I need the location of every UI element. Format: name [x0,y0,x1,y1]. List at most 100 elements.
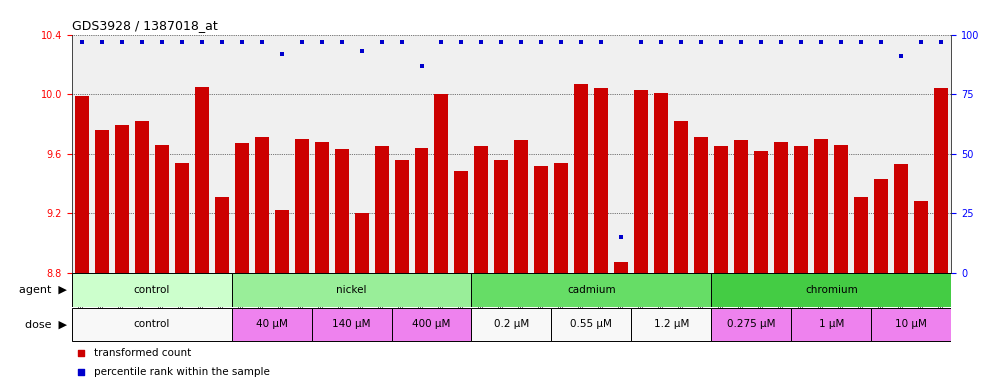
Bar [471,308,552,341]
Bar [711,273,951,306]
Bar [275,210,289,273]
Point [614,234,629,240]
Point [473,39,489,45]
Bar [535,166,549,273]
Bar [255,137,269,273]
Bar [154,145,168,273]
Point [594,39,610,45]
Text: GDS3928 / 1387018_at: GDS3928 / 1387018_at [72,19,217,32]
Text: dose  ▶: dose ▶ [25,319,67,329]
Point [913,39,929,45]
Bar [391,308,471,341]
Bar [174,162,188,273]
Text: percentile rank within the sample: percentile rank within the sample [94,367,270,377]
Text: cadmium: cadmium [567,285,616,295]
Bar [934,88,948,273]
Bar [312,308,391,341]
Point [153,39,169,45]
Point [354,48,370,54]
Point [453,39,469,45]
Point [433,39,449,45]
Point [584,281,600,287]
Bar [95,130,109,273]
Point [133,39,149,45]
Point [374,39,389,45]
Bar [815,139,829,273]
Text: 140 μM: 140 μM [333,319,371,329]
Text: 1 μM: 1 μM [819,319,844,329]
Bar [72,273,232,306]
Bar [835,145,849,273]
Bar [855,197,869,273]
Point [713,39,729,45]
Text: agent  ▶: agent ▶ [19,285,67,295]
Point [673,39,689,45]
Text: 0.275 μM: 0.275 μM [727,319,776,329]
Point [554,39,570,45]
Bar [674,121,688,273]
Point [693,39,709,45]
Point [514,39,530,45]
Text: 40 μM: 40 μM [256,319,288,329]
Bar [214,197,229,273]
Text: 0.55 μM: 0.55 μM [571,319,613,329]
Bar [774,142,788,273]
Bar [515,140,529,273]
Bar [315,142,329,273]
Bar [794,146,809,273]
Bar [694,137,708,273]
Point [334,39,350,45]
Point [114,39,129,45]
Bar [194,87,208,273]
Text: 0.2 μM: 0.2 μM [494,319,529,329]
Point [633,39,649,45]
Point [933,39,949,45]
Bar [335,149,349,273]
Bar [615,262,628,273]
Point [413,63,429,69]
Bar [634,89,648,273]
Text: control: control [133,319,170,329]
Bar [235,143,249,273]
Bar [552,308,631,341]
Bar [555,162,569,273]
Bar [711,308,791,341]
Point [534,39,550,45]
Bar [355,213,369,273]
Bar [232,273,471,306]
Point [814,39,830,45]
Text: chromium: chromium [805,285,858,295]
Bar [232,308,312,341]
Point [393,39,409,45]
Bar [631,308,711,341]
Text: transformed count: transformed count [94,348,191,358]
Bar [454,172,468,273]
Point [893,53,909,59]
Point [314,39,330,45]
Bar [874,179,888,273]
Bar [72,308,232,341]
Text: 1.2 μM: 1.2 μM [653,319,689,329]
Point [854,39,870,45]
Bar [394,160,408,273]
Point [873,39,889,45]
Text: 10 μM: 10 μM [895,319,927,329]
Point [254,39,270,45]
Bar [575,84,589,273]
Bar [754,151,768,273]
Bar [414,148,428,273]
Point [834,39,850,45]
Point [773,39,789,45]
Point [584,106,600,113]
Point [793,39,809,45]
Point [214,39,230,45]
Bar [471,273,711,306]
Bar [791,308,872,341]
Point [574,39,590,45]
Bar [872,308,951,341]
Bar [734,140,748,273]
Bar [654,93,668,273]
Point [753,39,769,45]
Point [193,39,209,45]
Bar [914,201,928,273]
